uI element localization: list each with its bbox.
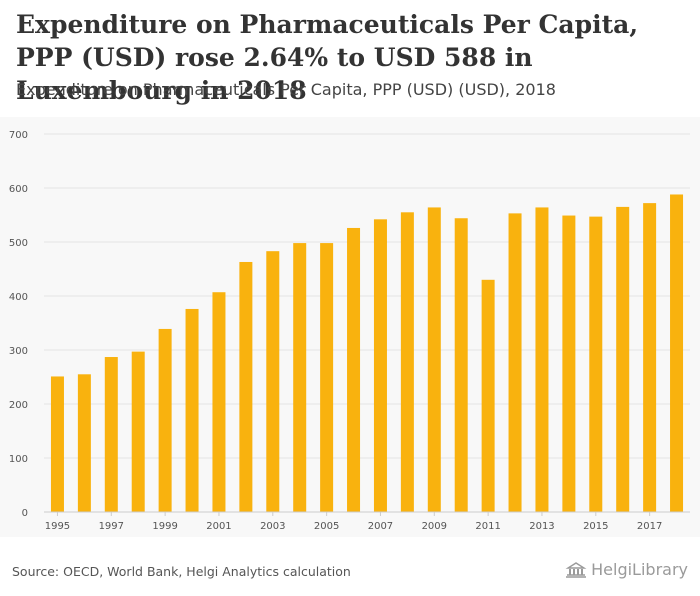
y-tick-label: 0 [22,508,28,519]
x-tick-label: 2003 [260,521,285,532]
library-building-icon [565,561,587,578]
x-tick-label: 1995 [45,521,70,532]
bar-2014 [562,215,576,512]
x-tick-label: 2011 [475,521,500,532]
source-note: Source: OECD, World Bank, Helgi Analytic… [12,564,351,579]
bar-2016 [616,206,630,512]
bar-2011 [481,279,495,512]
bar-1999 [158,328,172,512]
y-tick-label: 700 [9,130,28,141]
y-tick-label: 600 [9,184,28,195]
bar-2003 [266,251,280,512]
bar-2007 [373,219,387,512]
x-tick-label: 1997 [99,521,124,532]
bar-2008 [400,212,414,513]
x-tick-label: 2015 [583,521,608,532]
bar-2015 [589,216,603,512]
logo-text: HelgiLibrary [591,560,688,579]
bar-1996 [77,374,91,512]
bar-2000 [185,308,199,512]
bar-1997 [104,357,118,512]
bar-2006 [347,227,361,512]
x-tick-label: 2005 [314,521,339,532]
y-tick-label: 200 [9,400,28,411]
bar-2004 [293,243,307,512]
y-tick-label: 100 [9,454,28,465]
y-tick-label: 500 [9,238,28,249]
bar-1995 [50,376,64,512]
bar-2017 [643,203,657,512]
bar-2001 [212,292,226,512]
y-tick-label: 400 [9,292,28,303]
bar-2009 [427,207,441,512]
bar-chart: 0 100 200 300 400 500 600 700 1995 1997 1999 2001 20… [9,130,690,532]
helgi-library-logo[interactable]: HelgiLibrary [565,560,688,579]
chart-subtitle: Expenditure on Pharmaceuticals Per Capit… [16,80,556,99]
x-tick-label: 2001 [206,521,231,532]
bar-2012 [508,213,522,512]
y-tick-label: 300 [9,346,28,357]
x-tick-label: 2013 [529,521,554,532]
bar-2002 [239,261,253,512]
bar-2018 [670,194,684,512]
x-tick-label: 2009 [422,521,447,532]
x-tick-label: 2017 [637,521,662,532]
x-tick-label: 2007 [368,521,393,532]
bar-2010 [454,218,468,512]
x-tick-label: 1999 [152,521,177,532]
bar-2013 [535,207,549,512]
bar-2005 [320,243,334,512]
bar-1998 [131,351,145,512]
chart-title: Expenditure on Pharmaceuticals Per Capit… [16,10,639,105]
